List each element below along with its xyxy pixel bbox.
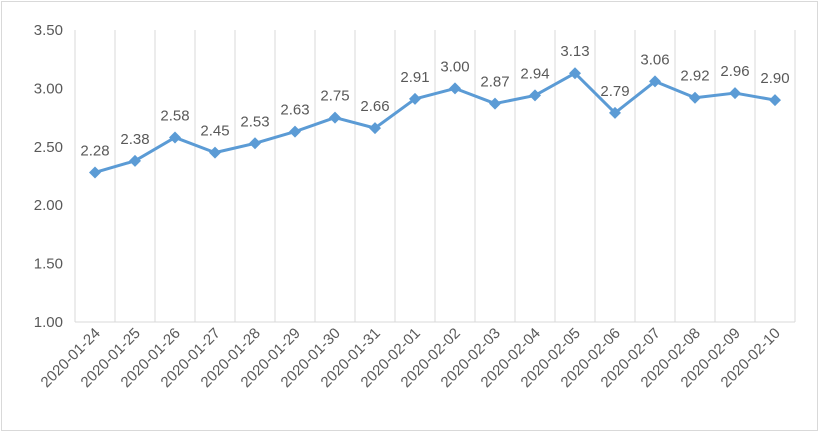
data-label: 2.92 xyxy=(680,68,709,85)
data-label: 2.66 xyxy=(360,98,389,115)
data-point xyxy=(249,137,261,150)
data-labels: 2.28 2.38 2.58 2.45 2.53 2.63 2.75 2.66 2.91 3.00… xyxy=(80,43,789,159)
y-tick-label: 2.00 xyxy=(34,197,63,214)
data-point xyxy=(409,92,421,105)
data-point xyxy=(129,154,141,167)
data-label: 3.00 xyxy=(440,58,469,75)
data-point xyxy=(369,122,381,135)
data-point xyxy=(769,94,781,107)
data-point xyxy=(609,106,621,119)
data-label: 2.45 xyxy=(200,123,229,140)
data-point xyxy=(449,82,461,95)
data-point xyxy=(689,91,701,104)
data-label: 2.87 xyxy=(480,74,509,91)
y-tick-label: 3.50 xyxy=(34,22,63,39)
data-label: 2.94 xyxy=(520,65,549,82)
data-label: 2.63 xyxy=(280,102,309,119)
data-point xyxy=(169,131,181,144)
data-label: 2.79 xyxy=(600,83,629,100)
data-label: 2.38 xyxy=(120,131,149,148)
y-tick-label: 1.00 xyxy=(34,314,63,331)
data-point xyxy=(489,97,501,110)
data-label: 2.91 xyxy=(400,69,429,86)
series-group xyxy=(89,67,781,179)
data-point xyxy=(649,75,661,88)
data-label: 2.28 xyxy=(80,142,109,159)
data-point xyxy=(289,125,301,138)
data-label: 2.96 xyxy=(720,63,749,80)
data-point xyxy=(529,89,541,102)
data-point xyxy=(569,67,581,80)
data-point xyxy=(89,166,101,179)
data-label: 3.06 xyxy=(640,51,669,68)
y-axis: 1.00 1.50 2.00 2.50 3.00 3.50 xyxy=(34,22,63,331)
data-point xyxy=(209,146,221,159)
y-tick-label: 1.50 xyxy=(34,256,63,273)
gridlines xyxy=(74,30,796,322)
series-line xyxy=(94,71,776,174)
x-axis: 2020-01-242020-01-252020-01-262020-01-27… xyxy=(38,321,795,391)
data-label: 3.13 xyxy=(560,43,589,60)
data-point xyxy=(729,87,741,100)
data-label: 2.75 xyxy=(320,88,349,105)
data-point xyxy=(329,111,341,124)
data-label: 2.90 xyxy=(760,70,789,87)
data-label: 2.53 xyxy=(240,113,269,130)
y-tick-label: 2.50 xyxy=(34,139,63,156)
data-label: 2.58 xyxy=(160,107,189,124)
y-tick-label: 3.00 xyxy=(34,80,63,97)
